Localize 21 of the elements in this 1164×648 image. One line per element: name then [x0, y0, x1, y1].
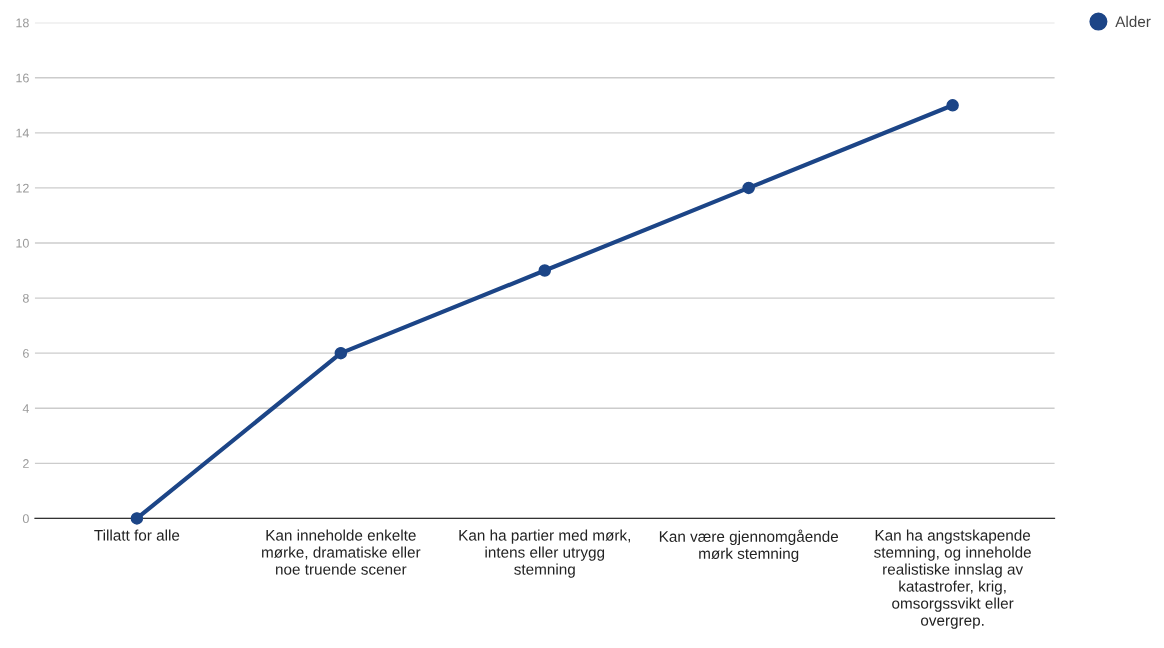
y-tick-label: 6 — [23, 348, 29, 358]
x-tick-label: Kan være gjennomgående mørk stemning — [659, 529, 839, 563]
point — [742, 181, 755, 195]
point — [130, 512, 144, 525]
x-tick-label: Kan ha angstskapende stemning, og inneholde realistiske innslag av katastrofer, krig, omsorgssvikt eller overgrep. — [874, 529, 1031, 629]
y-tick-label: 0 — [22, 514, 29, 524]
point — [334, 346, 348, 360]
x-tick-label: Tillatt for alle — [94, 529, 180, 541]
y-tick-label: 4 — [22, 404, 29, 413]
x-tick-label: Kan ha partier med mørk, intens eller utrygg stemning — [459, 529, 630, 578]
y-tick-label: 8 — [22, 293, 29, 303]
y-tick-label: 18 — [16, 18, 29, 28]
point — [538, 264, 552, 277]
y-tick-label: 10 — [16, 238, 29, 248]
y-tick-label: 16 — [16, 73, 29, 83]
legend-label: Alder — [1115, 15, 1151, 28]
y-tick-label: 14 — [16, 128, 29, 138]
point — [946, 99, 959, 112]
y-tick-label: 2 — [23, 459, 29, 468]
x-tick-label: Kan inneholde enkelte mørke, dramatiske eller noe truende scener — [262, 529, 421, 575]
y-tick-label: 12 — [16, 183, 29, 193]
